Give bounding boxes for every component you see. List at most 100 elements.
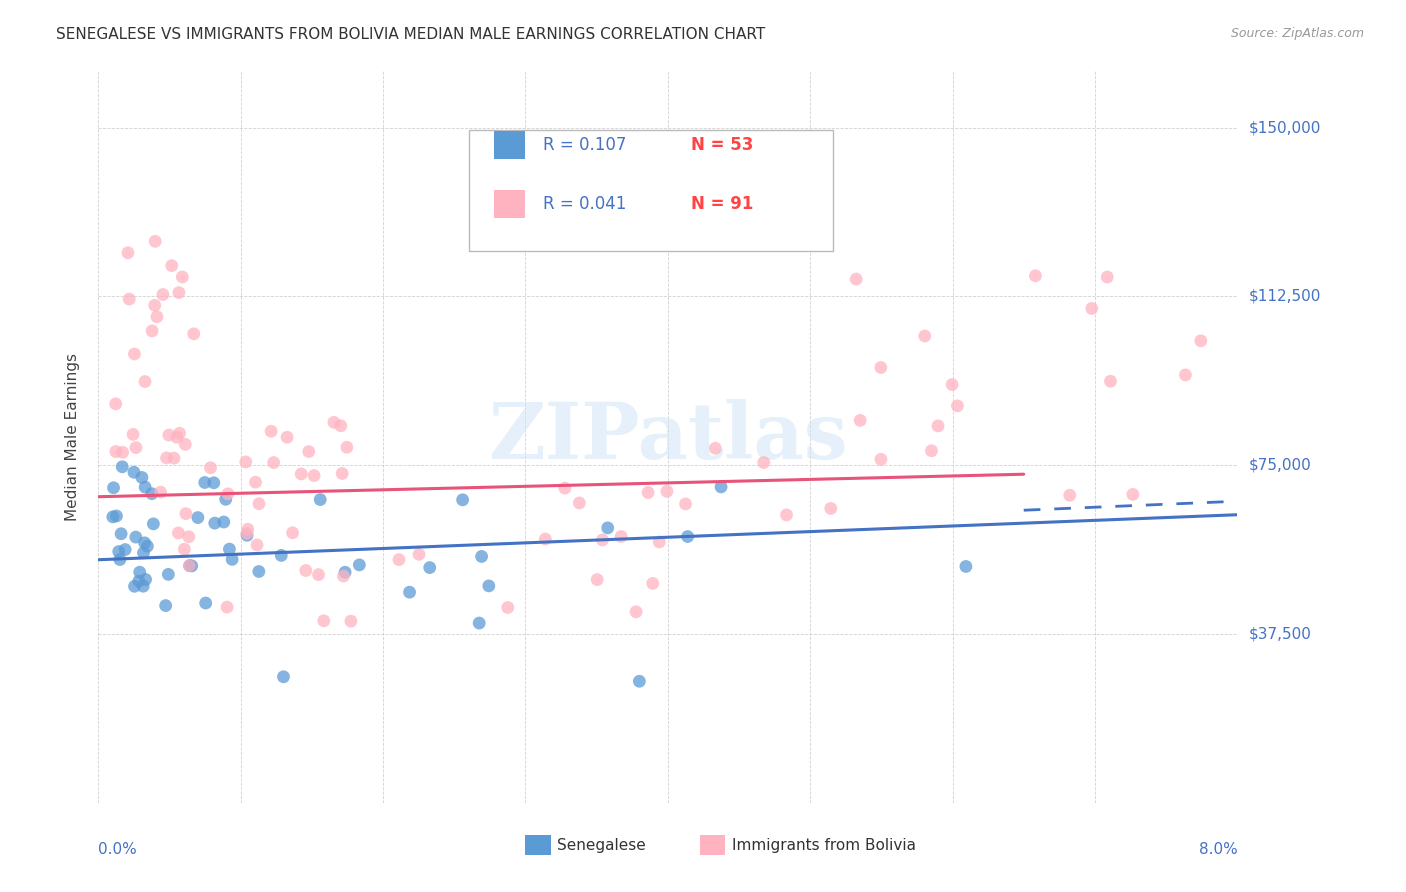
Point (136, 539, 159, 553)
Point (245, 475, 267, 490)
Point (290, 467, 312, 481)
Point (648, 535, 671, 549)
Point (270, 549, 292, 563)
Point (124, 579, 146, 593)
Point (155, 450, 177, 465)
Text: 8.0%: 8.0% (1198, 842, 1237, 856)
Point (329, 418, 352, 433)
Point (655, 484, 678, 499)
Point (628, 674, 651, 689)
Point (152, 287, 174, 301)
Bar (526, 835, 551, 855)
Point (927, 418, 949, 433)
Point (388, 552, 411, 566)
Point (179, 558, 201, 573)
Point (323, 415, 346, 429)
Point (169, 426, 191, 441)
Text: R = 0.107: R = 0.107 (543, 136, 626, 153)
Point (1122, 487, 1144, 501)
Point (142, 516, 165, 531)
Bar (700, 835, 725, 855)
Point (302, 468, 325, 483)
Text: 0.0%: 0.0% (98, 842, 138, 856)
Point (596, 521, 619, 535)
Point (141, 324, 163, 338)
Point (419, 560, 441, 574)
Point (1174, 368, 1197, 382)
Point (312, 614, 335, 628)
Point (451, 492, 474, 507)
Point (194, 596, 217, 610)
Point (132, 579, 155, 593)
Point (125, 441, 148, 455)
Point (167, 285, 190, 300)
Point (146, 310, 169, 324)
Point (174, 507, 197, 521)
FancyBboxPatch shape (468, 130, 832, 251)
Point (914, 329, 936, 343)
Point (471, 549, 494, 564)
Point (704, 442, 727, 456)
Point (172, 269, 194, 284)
Point (260, 424, 283, 438)
Point (122, 427, 145, 442)
Point (174, 437, 197, 451)
Point (775, 508, 797, 522)
Point (676, 530, 699, 544)
Point (202, 475, 225, 490)
Point (132, 546, 155, 560)
Point (157, 567, 180, 582)
Text: Source: ZipAtlas.com: Source: ZipAtlas.com (1230, 27, 1364, 40)
Point (408, 547, 430, 561)
Point (143, 298, 166, 312)
Point (179, 558, 201, 573)
Text: Immigrants from Bolivia: Immigrants from Bolivia (731, 838, 915, 853)
Point (134, 536, 156, 550)
Point (163, 451, 186, 466)
Point (215, 492, 238, 507)
Point (1189, 334, 1212, 348)
Point (204, 516, 226, 530)
Point (149, 485, 172, 500)
Point (610, 529, 633, 543)
Point (135, 573, 157, 587)
Point (111, 445, 134, 459)
Point (110, 526, 132, 541)
Text: $37,500: $37,500 (1249, 626, 1312, 641)
Point (134, 480, 156, 494)
Point (849, 413, 872, 427)
Bar (494, 131, 526, 159)
Point (641, 576, 664, 591)
Point (108, 552, 131, 566)
Point (125, 530, 148, 544)
Point (624, 605, 647, 619)
Point (131, 470, 153, 484)
Point (349, 558, 371, 572)
Point (1099, 374, 1122, 388)
Point (124, 347, 146, 361)
Point (870, 360, 893, 375)
Point (333, 566, 356, 580)
Point (554, 481, 576, 495)
Point (236, 528, 259, 542)
Point (212, 515, 235, 529)
Text: $75,000: $75,000 (1249, 458, 1312, 473)
Point (143, 235, 166, 249)
Point (236, 526, 259, 541)
Bar (494, 190, 526, 218)
Point (534, 532, 557, 546)
Point (217, 487, 239, 501)
Point (468, 616, 491, 631)
Point (591, 533, 613, 547)
Point (114, 542, 136, 557)
Point (845, 272, 868, 286)
Point (134, 375, 156, 389)
Point (568, 496, 591, 510)
Point (340, 614, 363, 628)
Text: Senegalese: Senegalese (557, 838, 647, 853)
Point (157, 428, 180, 442)
Point (101, 509, 124, 524)
Point (236, 522, 259, 536)
Point (167, 525, 190, 540)
Point (820, 501, 842, 516)
